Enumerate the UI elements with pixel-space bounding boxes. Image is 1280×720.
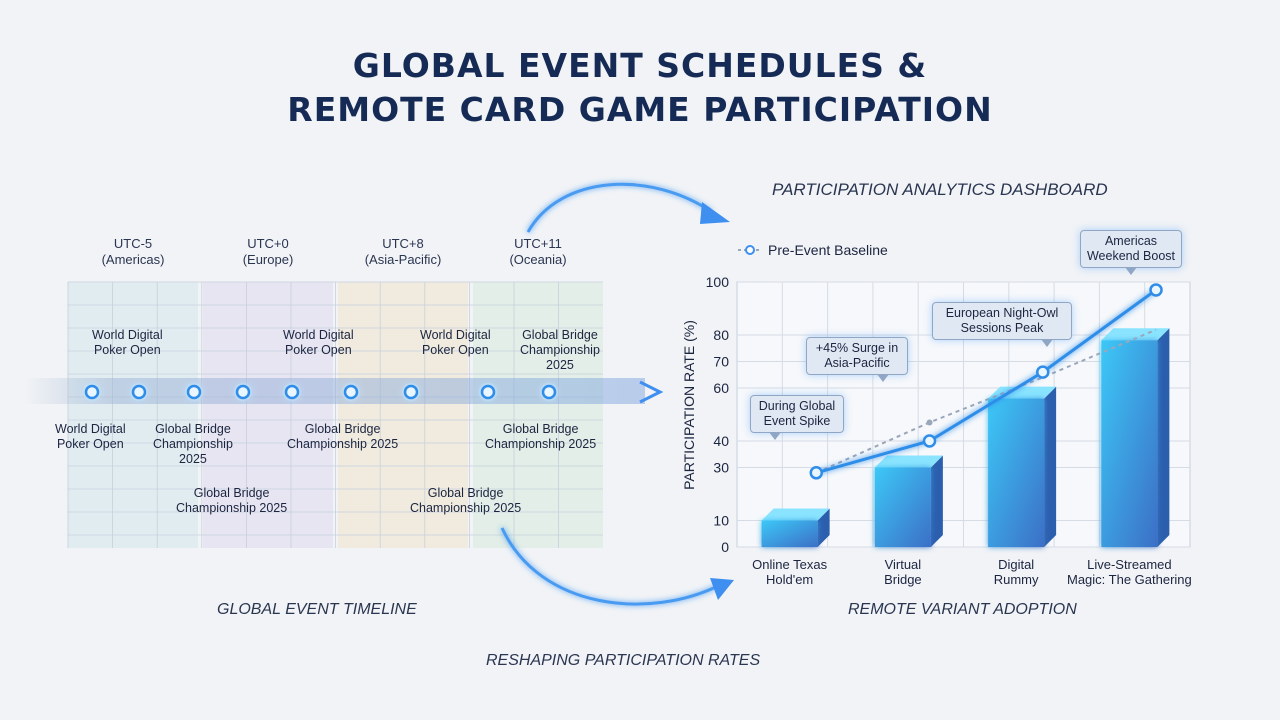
bar-top [761, 508, 830, 521]
participation-point [809, 466, 824, 480]
top-connector-arrow-icon [700, 202, 730, 224]
timeline-event-bottom: Global Bridge Championship 2025 [176, 486, 288, 515]
adoption-caption: REMOTE VARIANT ADOPTION [848, 601, 1077, 618]
y-tick-label: 100 [706, 274, 730, 290]
timeline-event-below: Global Bridge Championship 2025 [153, 422, 233, 466]
bar-top [874, 455, 943, 468]
category-label: Hold'em [766, 572, 813, 587]
timeline-event-above: World Digital Poker Open [283, 328, 354, 357]
timezone-header-asia-pacific: UTC+8 (Asia-Pacific) [338, 232, 468, 272]
baseline-point [926, 419, 933, 426]
bottom-caption: RESHAPING PARTICIPATION RATES [486, 652, 761, 669]
timezone-region: (Asia-Pacific) [364, 252, 442, 267]
dashboard-caption: PARTICIPATION ANALYTICS DASHBOARD [772, 180, 1108, 199]
participation-series-line [815, 288, 1157, 475]
timeline-event-below: Global Bridge Championship 2025 [287, 422, 399, 451]
timezone-label: UTC+11 [514, 236, 562, 251]
category-label: Rummy [994, 572, 1039, 587]
timeline-dot [84, 384, 100, 400]
y-tick-label: 0 [721, 539, 729, 555]
timeline-dot [131, 384, 147, 400]
title-line-1: GLOBAL EVENT SCHEDULES & [352, 46, 928, 85]
participation-point [1149, 283, 1163, 297]
timeline-event-above: World Digital Poker Open [420, 328, 491, 357]
bar-0 [761, 520, 818, 547]
timeline-arrow-icon [639, 380, 664, 404]
timeline-dot [541, 384, 557, 400]
timeline-event-above: Global Bridge Championship 2025 [520, 328, 600, 372]
timeline-dot [235, 384, 251, 400]
bar-side [930, 455, 943, 547]
y-tick-label: 10 [713, 513, 729, 529]
timeline-dot [403, 384, 419, 400]
y-tick-label: 80 [713, 327, 729, 343]
bar-top [1101, 328, 1170, 341]
timeline-dot [284, 384, 300, 400]
bar-1 [874, 467, 931, 547]
timeline-dots [83, 383, 558, 401]
baseline-series-line [815, 328, 1157, 474]
chart-bars [761, 328, 1170, 547]
y-tick-label: 40 [713, 433, 729, 449]
y-axis-label: PARTICIPATION RATE (%) [681, 320, 697, 490]
timezone-column-europe [203, 282, 333, 548]
participation-point [922, 434, 937, 448]
chart-annotation-european-night-owl: European Night-Owl Sessions Peak [932, 302, 1072, 347]
timezone-region: (Europe) [242, 252, 294, 267]
timezone-label: UTC+8 [382, 236, 424, 251]
timeline-dot [186, 384, 202, 400]
title-line-2: REMOTE CARD GAME PARTICIPATION [287, 90, 993, 129]
legend-baseline-label: Pre-Event Baseline [768, 242, 888, 258]
bar-side [817, 508, 830, 547]
bar-side [1157, 328, 1170, 547]
timezone-label: UTC-5 [113, 236, 153, 251]
y-tick-label: 70 [713, 354, 729, 370]
chart-annotation-asia-pacific: +45% Surge in Asia-Pacific [806, 337, 908, 382]
timeline-event-above: World Digital Poker Open [92, 328, 163, 357]
timeline-dot [480, 384, 496, 400]
bar-3 [1101, 340, 1158, 547]
category-label: Bridge [884, 572, 922, 587]
timezone-region: (Americas) [101, 252, 165, 267]
timezone-column-americas [68, 282, 198, 548]
timeline-event-below: Global Bridge Championship 2025 [485, 422, 597, 451]
y-tick-label: 60 [713, 380, 729, 396]
timezone-header-americas: UTC-5 (Americas) [68, 232, 198, 272]
timeline-caption: GLOBAL EVENT TIMELINE [217, 601, 417, 618]
chart-y-ticks: 0 10 30 40 60 70 80 100 [706, 274, 730, 555]
bottom-connector-arrow [500, 527, 721, 606]
y-tick-label: 30 [713, 460, 729, 476]
category-label: Magic: The Gathering [1067, 572, 1192, 587]
category-label: Virtual [885, 557, 922, 572]
timeline-event-bottom: Global Bridge Championship 2025 [410, 486, 522, 515]
timezone-label: UTC+0 [247, 236, 289, 251]
timezone-region: (Oceania) [509, 252, 567, 267]
category-label: Online Texas [752, 557, 827, 572]
timeline-event-below: World Digital Poker Open [55, 422, 126, 451]
timezone-column-asia-pacific [338, 282, 468, 548]
timezone-header-europe: UTC+0 (Europe) [203, 232, 333, 272]
timeline-grid [67, 281, 603, 548]
legend-marker-icon [745, 245, 755, 255]
top-connector-arrow [526, 182, 713, 233]
bar-2 [988, 398, 1045, 547]
chart-annotation-americas-weekend: Americas Weekend Boost [1080, 230, 1182, 275]
category-label: Digital [998, 557, 1034, 572]
bar-side [1044, 386, 1057, 547]
chart-lines [809, 283, 1163, 480]
page-title: GLOBAL EVENT SCHEDULES & REMOTE CARD GAM… [0, 44, 1280, 132]
timezone-column-oceania [473, 282, 603, 548]
timezone-header-oceania: UTC+11 (Oceania) [473, 232, 603, 272]
category-label: Live-Streamed [1087, 557, 1172, 572]
chart-annotation-event-spike: During Global Event Spike [750, 395, 844, 440]
bottom-connector-arrow-icon [710, 578, 734, 600]
timeline-dot [343, 384, 359, 400]
participation-point [1036, 365, 1050, 379]
